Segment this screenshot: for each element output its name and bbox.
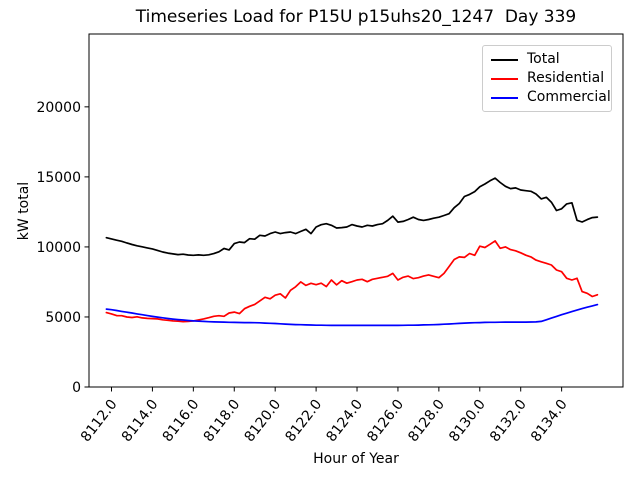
- svg-text:8114.0: 8114.0: [119, 397, 162, 445]
- legend-item-commercial: Commercial: [491, 88, 611, 107]
- svg-text:10000: 10000: [36, 240, 81, 256]
- legend-line-residential-icon: [491, 77, 518, 80]
- svg-text:8122.0: 8122.0: [282, 397, 325, 445]
- svg-text:8128.0: 8128.0: [405, 397, 448, 445]
- x-axis-ticks: 8112.08114.08116.08118.08120.08122.08124…: [78, 387, 571, 445]
- legend-label-commercial: Commercial: [527, 89, 611, 105]
- y-axis-ticks: 0 5000 10000 15000 20000: [36, 100, 89, 396]
- legend-item-residential: Residential: [491, 69, 605, 88]
- svg-text:8120.0: 8120.0: [242, 397, 285, 445]
- svg-text:8124.0: 8124.0: [323, 397, 366, 445]
- legend: Total Residential Commercial: [482, 45, 612, 112]
- legend-line-total-icon: [491, 58, 518, 61]
- svg-text:15000: 15000: [36, 170, 81, 186]
- series-lines: [105, 177, 599, 327]
- svg-text:8130.0: 8130.0: [446, 397, 489, 445]
- svg-text:8112.0: 8112.0: [78, 397, 121, 445]
- legend-label-residential: Residential: [527, 70, 605, 86]
- svg-text:8116.0: 8116.0: [160, 397, 203, 445]
- svg-text:8132.0: 8132.0: [487, 397, 530, 445]
- svg-text:0: 0: [72, 380, 81, 396]
- svg-text:8126.0: 8126.0: [364, 397, 407, 445]
- svg-text:8118.0: 8118.0: [201, 397, 244, 445]
- legend-line-commercial-icon: [491, 96, 518, 99]
- legend-item-total: Total: [491, 50, 605, 69]
- x-axis-label: Hour of Year: [313, 451, 399, 467]
- legend-label-total: Total: [527, 51, 560, 67]
- svg-text:20000: 20000: [36, 100, 81, 116]
- chart-title: Timeseries Load for P15U p15uhs20_1247 D…: [135, 7, 577, 27]
- svg-text:8134.0: 8134.0: [528, 397, 571, 445]
- svg-text:5000: 5000: [45, 310, 81, 326]
